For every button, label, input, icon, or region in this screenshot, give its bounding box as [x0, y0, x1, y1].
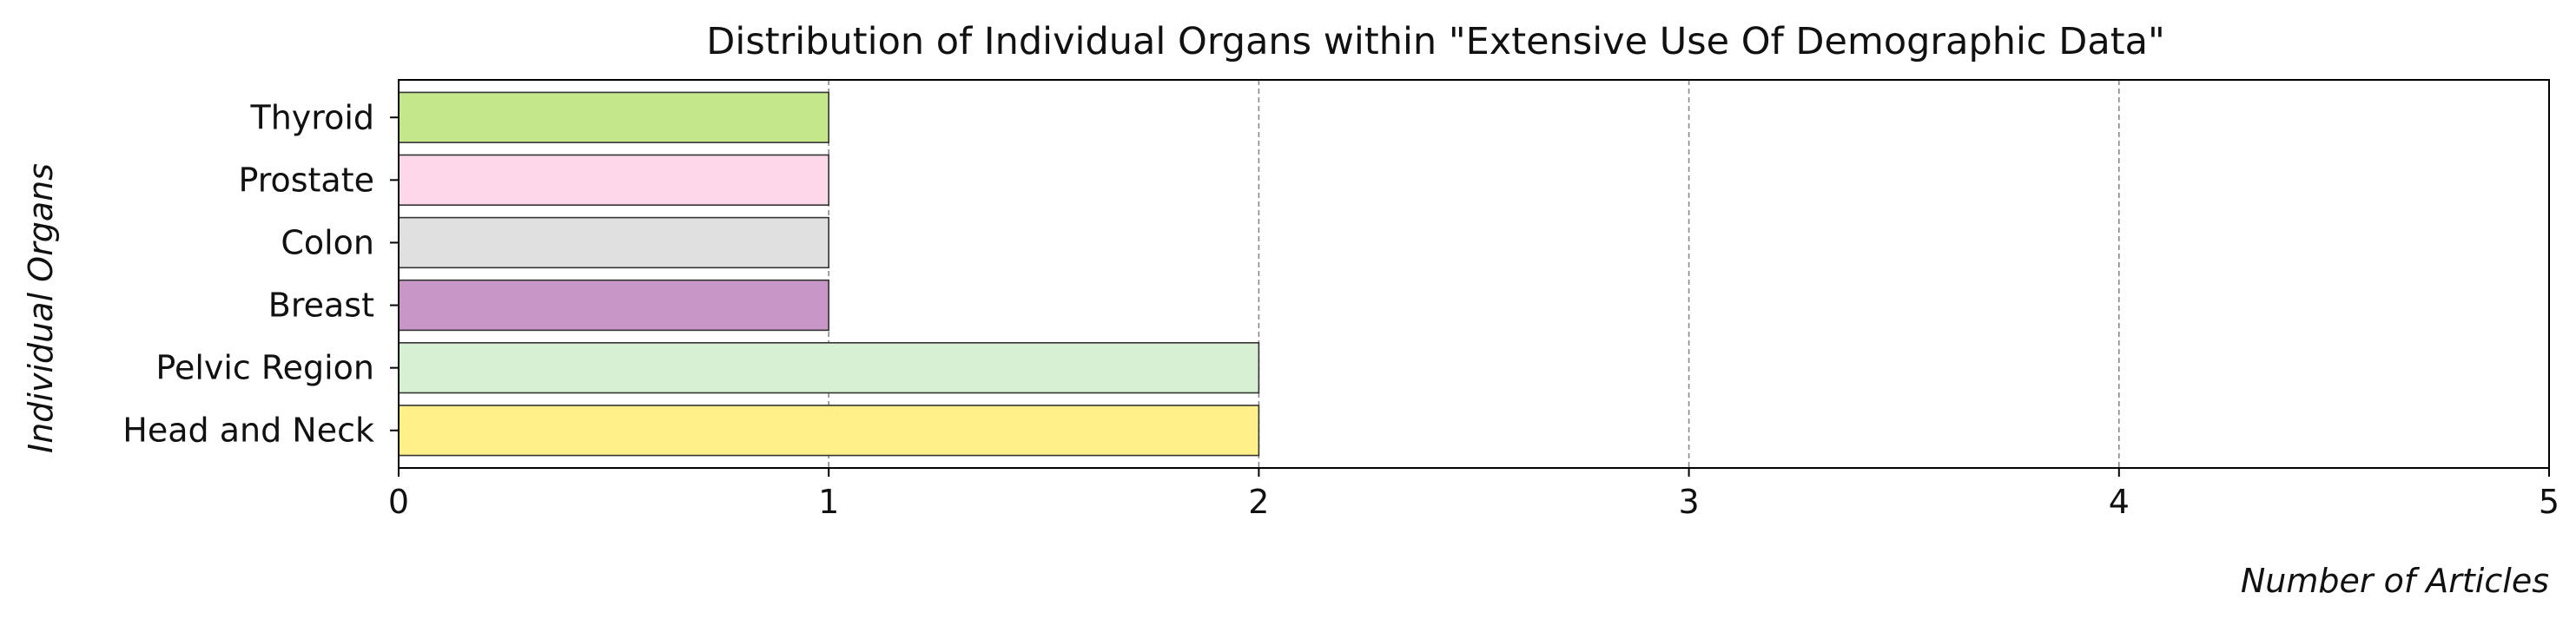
plot-frame — [398, 79, 2550, 469]
y-tick-label: Pelvic Region — [155, 349, 374, 387]
x-tick-label: 2 — [1248, 483, 1269, 521]
y-tick-label: Thyroid — [250, 98, 375, 136]
y-axis-ticks: Head and Neck Pelvic Region Breast Colon Pro… — [122, 98, 399, 450]
bars — [398, 91, 1260, 457]
bar — [398, 405, 1260, 457]
y-axis-label: Individual Organs — [22, 163, 60, 453]
bar — [398, 342, 1260, 394]
x-tick-label: 1 — [818, 483, 839, 521]
y-tick-label: Prostate — [238, 161, 374, 199]
bar — [398, 91, 830, 143]
chart-title: Distribution of Individual Organs within… — [706, 20, 2164, 63]
bar — [398, 279, 830, 332]
x-axis-ticks: 0 1 2 3 4 5 — [388, 468, 2559, 521]
x-tick-label: 5 — [2539, 483, 2559, 521]
x-tick-label: 3 — [1679, 483, 1700, 521]
y-tick-label: Breast — [268, 287, 374, 325]
y-tick-label: Colon — [281, 223, 374, 261]
x-axis-label: Number of Articles — [2241, 562, 2549, 600]
y-tick-label: Head and Neck — [122, 412, 374, 450]
bar — [398, 216, 830, 269]
grid-lines — [828, 80, 2120, 468]
x-tick-label: 0 — [388, 483, 409, 521]
bar — [398, 154, 830, 206]
x-tick-label: 4 — [2109, 483, 2130, 521]
